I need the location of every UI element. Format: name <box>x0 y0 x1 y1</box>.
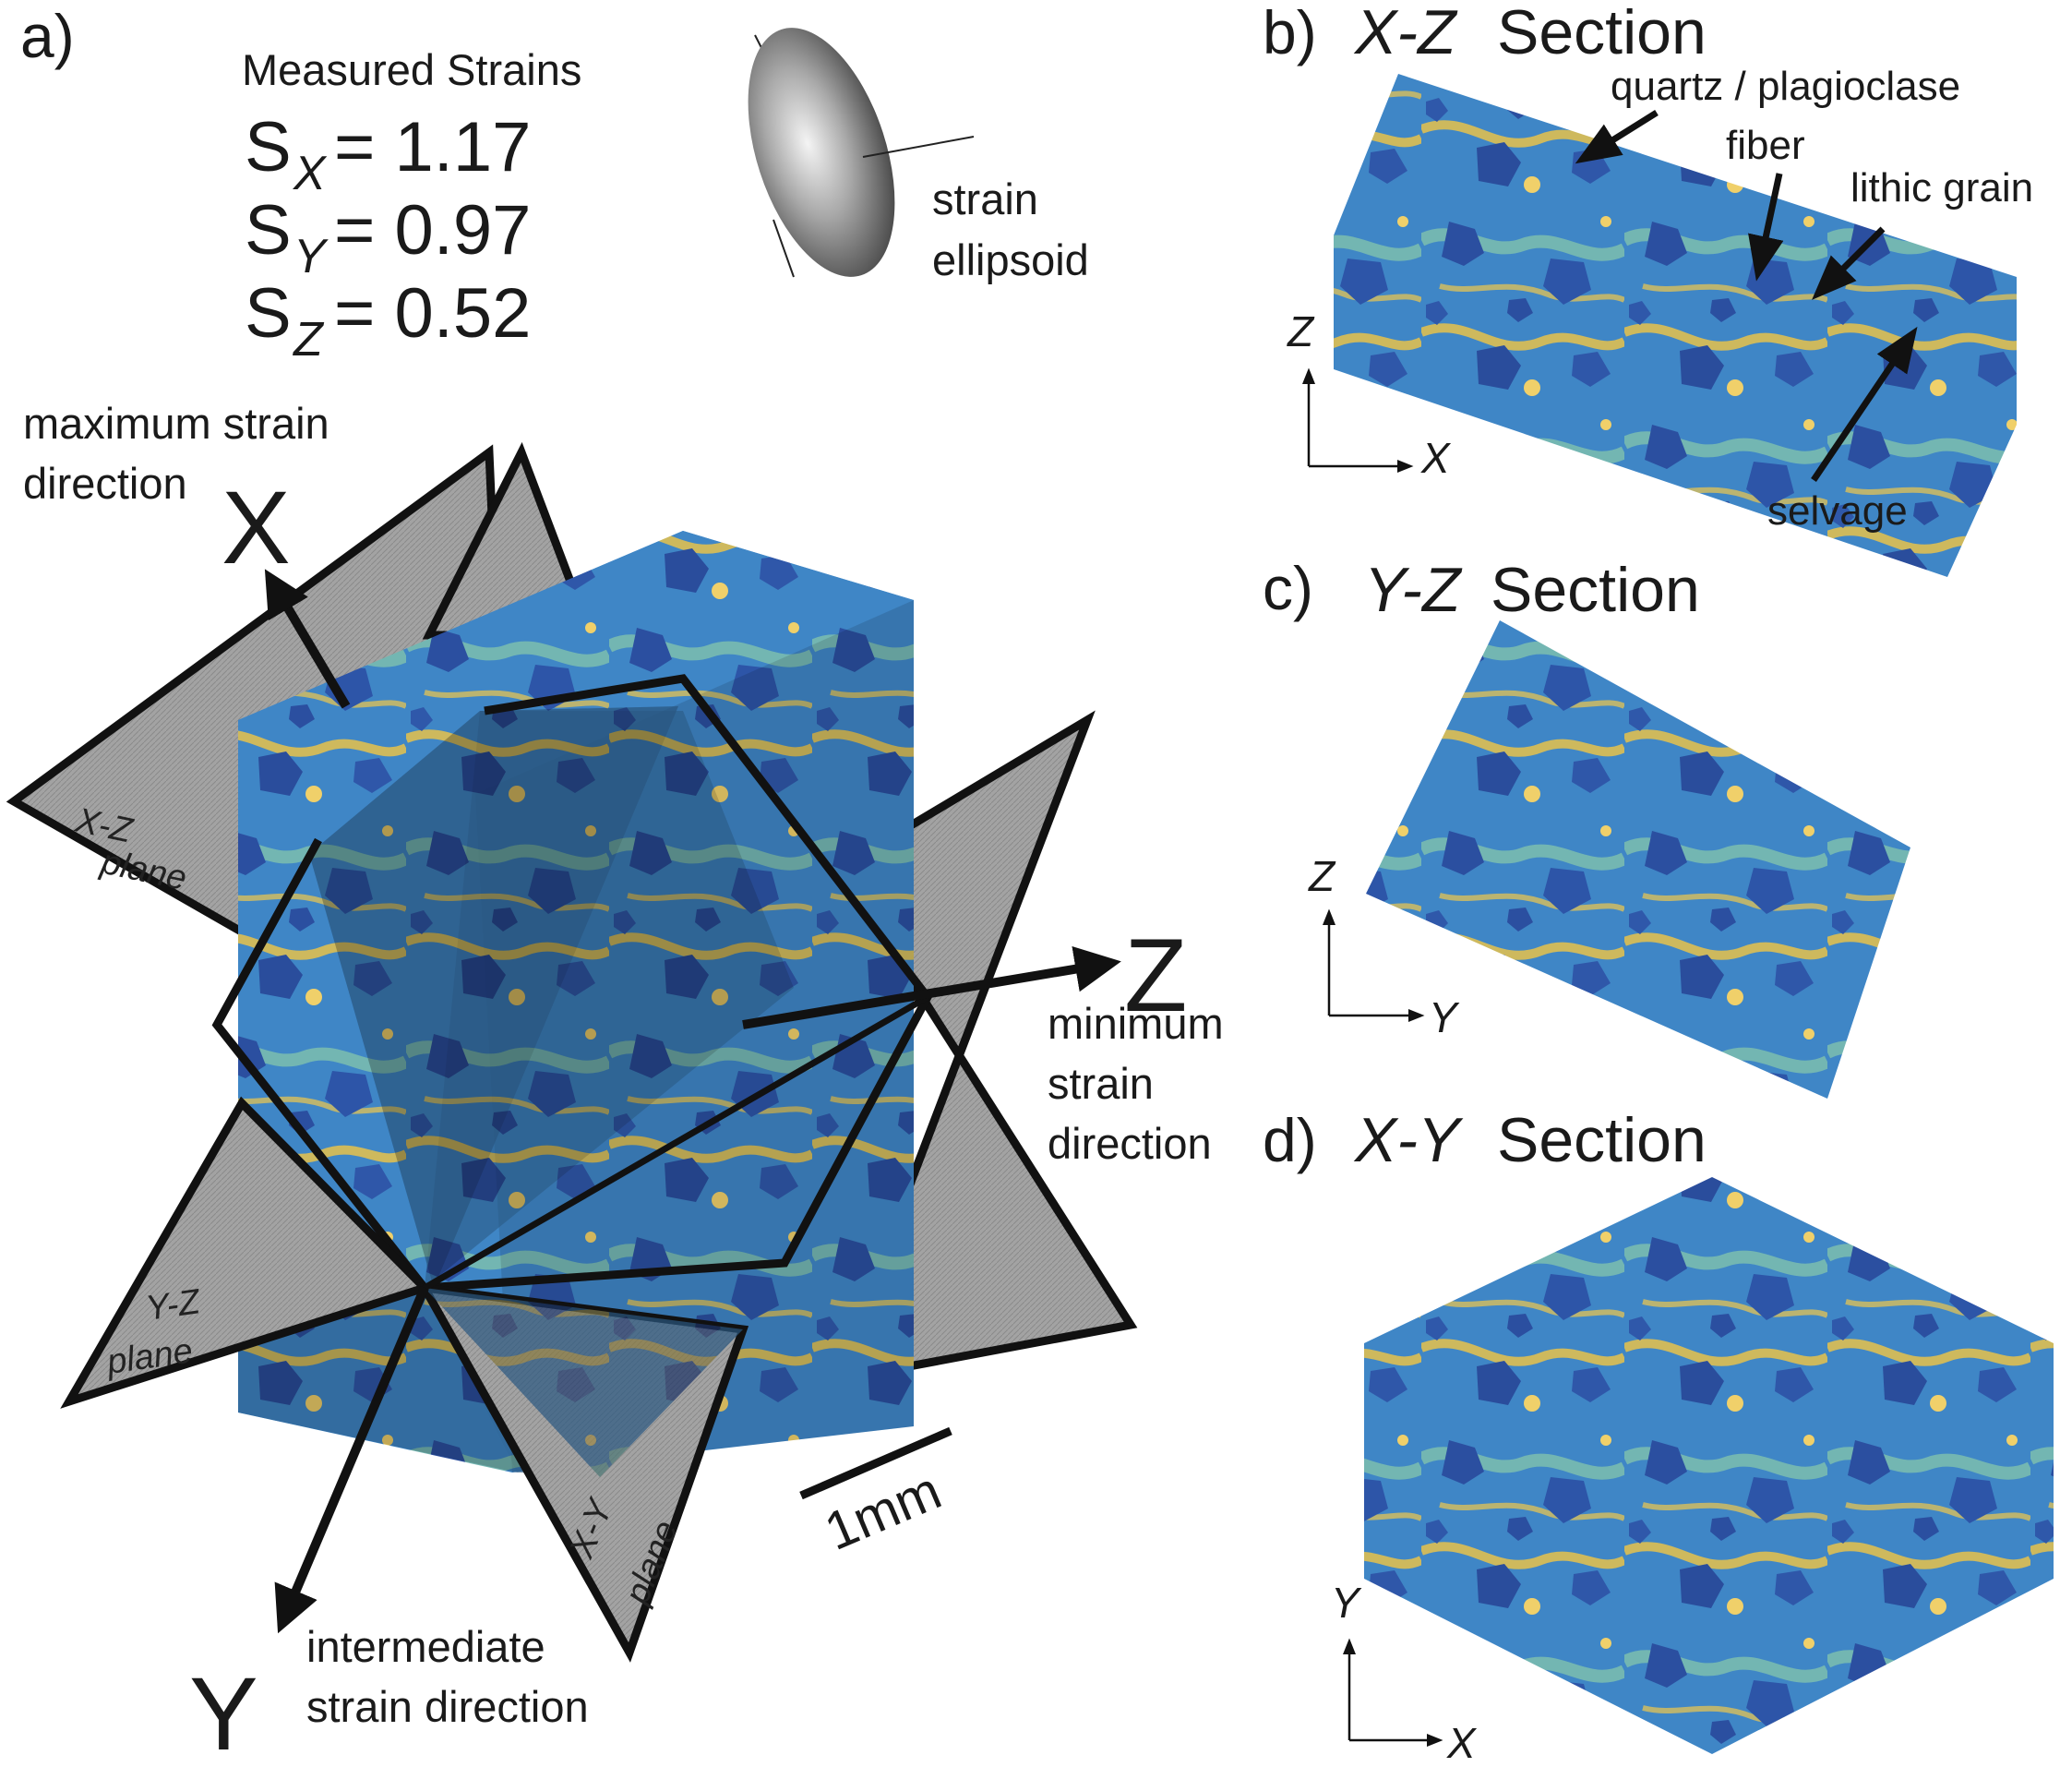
strain-value: = 0.97 <box>334 191 531 270</box>
z-axis-label: Z <box>1124 918 1187 1033</box>
xy-plane-overlay <box>425 1288 743 1477</box>
panel-d-title-axes: X-Y <box>1353 1105 1464 1175</box>
min-strain-label-line2: strain <box>1048 1059 1154 1108</box>
strain-symbol: S <box>245 191 292 270</box>
y-axis-arrow <box>274 1286 429 1634</box>
xy-axis-horizontal-label: X <box>1446 1719 1478 1767</box>
strain-subscript: Z <box>292 313 325 367</box>
strain-sy: S Y = 0.97 <box>245 191 531 283</box>
ellipsoid-label-line2: ellipsoid <box>932 235 1089 284</box>
panel-c: c) Y-Z Section Z Y <box>1263 554 1910 1099</box>
panel-d-letter: d) <box>1263 1106 1317 1174</box>
min-strain-label-line1: minimum <box>1048 999 1224 1048</box>
panel-d: d) X-Y Section Y X <box>1263 1105 2054 1767</box>
max-strain-label-line2: direction <box>23 459 187 508</box>
yz-plane-label-line1: Y-Z <box>143 1282 203 1328</box>
panel-a: a) Measured Strains S X = 1.17 S Y = 0.9… <box>6 2 1224 1767</box>
panel-c-letter: c) <box>1263 554 1313 622</box>
annotation-quartz-plagioclase: quartz / plagioclase <box>1611 64 1960 109</box>
xz-plane-outline <box>211 837 428 1291</box>
scale-bar-label: 1mm <box>817 1460 950 1562</box>
xy-axes-icon <box>1343 1638 1443 1747</box>
scale-bar <box>799 1426 952 1500</box>
annotation-selvage: selvage <box>1767 488 1908 534</box>
xy-axis-vertical-label: Y <box>1331 1579 1362 1627</box>
strain-symbol: S <box>245 274 292 353</box>
rock-cube <box>238 531 914 1477</box>
yz-section-image <box>1366 620 1910 1099</box>
max-strain-label-line1: maximum strain <box>23 399 329 448</box>
z-axis-arrow <box>742 945 1121 1029</box>
yz-axes-icon <box>1323 908 1425 1022</box>
strain-subscript: Y <box>293 230 329 283</box>
panel-c-title-axes: Y-Z <box>1364 555 1463 625</box>
xz-axis-horizontal-label: X <box>1420 434 1452 482</box>
measured-strains-title: Measured Strains <box>242 45 581 94</box>
panel-b: b) X-Z Section quartz / plagioclase fibe… <box>1263 0 2033 577</box>
yz-axis-vertical-label: Z <box>1308 852 1336 900</box>
xy-section-image <box>1364 1177 2054 1754</box>
strain-symbol: S <box>245 108 292 186</box>
ellipsoid-label-line1: strain <box>932 174 1038 223</box>
strain-sz: S Z = 0.52 <box>245 274 531 367</box>
strain-sx: S X = 1.17 <box>245 108 531 200</box>
panel-c-title-word: Section <box>1491 555 1700 625</box>
y-axis-label: Y <box>189 1656 258 1767</box>
strain-value: = 1.17 <box>334 108 531 186</box>
strain-subscript: X <box>293 147 328 200</box>
xz-axes-icon <box>1302 367 1414 473</box>
panel-b-title-axes: X-Z <box>1353 0 1458 67</box>
int-strain-label-line2: strain direction <box>306 1682 589 1731</box>
x-axis-label: X <box>222 470 291 585</box>
xz-axis-vertical-label: Z <box>1287 307 1315 355</box>
panel-b-letter: b) <box>1263 0 1317 66</box>
strain-value: = 0.52 <box>334 274 531 353</box>
panel-b-title-word: Section <box>1497 0 1707 67</box>
panel-d-title-word: Section <box>1497 1105 1707 1175</box>
yz-axis-horizontal-label: Y <box>1429 993 1460 1041</box>
annotation-lithic-grain: lithic grain <box>1850 165 2033 210</box>
min-strain-label-line3: direction <box>1048 1119 1212 1168</box>
strain-ellipsoid-icon <box>748 28 975 278</box>
x-axis-arrow <box>264 569 351 709</box>
panel-a-letter: a) <box>20 2 75 70</box>
xz-section-image <box>1334 74 2017 577</box>
int-strain-label-line1: intermediate <box>306 1622 545 1671</box>
annotation-fiber: fiber <box>1726 123 1805 168</box>
yz-plane-front <box>60 1096 433 1409</box>
